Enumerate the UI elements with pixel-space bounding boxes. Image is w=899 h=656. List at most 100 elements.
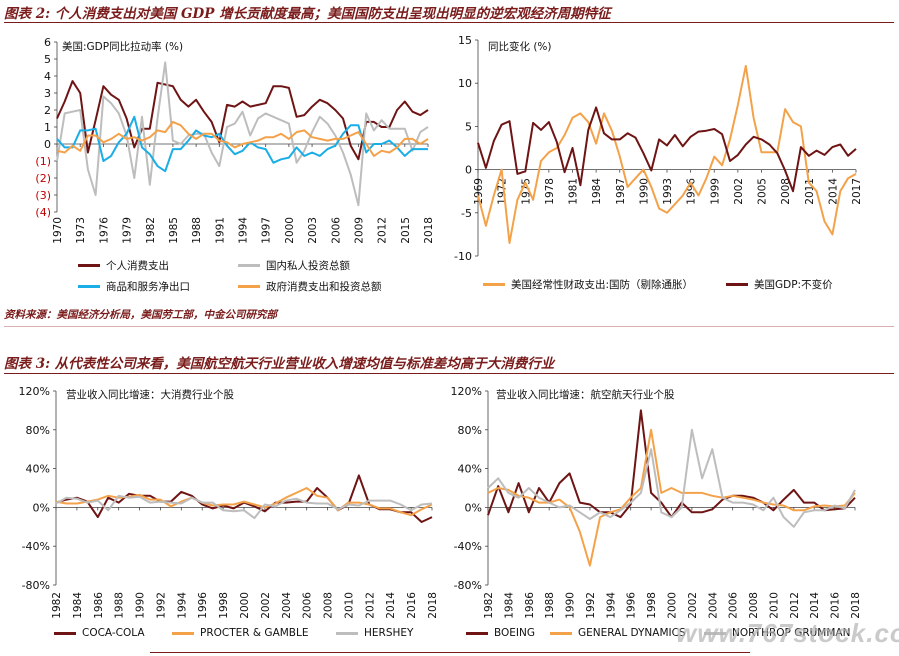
x-tick-label: 1994 — [238, 217, 250, 244]
x-tick-label: 2006 — [302, 592, 314, 619]
chart-title: 营业收入同比增速：大消费行业个股 — [66, 388, 234, 401]
x-tick-label: 2018 — [427, 592, 439, 619]
x-tick-label: 1984 — [591, 178, 603, 205]
y-tick-label: -80% — [454, 579, 482, 592]
y-tick-label: 120% — [19, 385, 50, 398]
figure2-caption-rule — [4, 22, 894, 23]
series-line-boeing — [487, 409, 856, 519]
x-tick-label: 2015 — [400, 217, 412, 244]
x-tick-label: 1982 — [51, 592, 63, 619]
x-tick-label: 1999 — [709, 178, 721, 205]
y-tick-label: 120% — [451, 385, 482, 398]
y-tick-label: 80% — [26, 424, 50, 437]
legend-general-dynamics: GENERAL DYNAMICS — [550, 627, 686, 639]
x-tick-label: 1996 — [197, 592, 209, 619]
legend-boeing: BOEING — [466, 627, 535, 639]
x-tick-label: 1984 — [503, 592, 515, 619]
x-tick-label: 1984 — [72, 592, 84, 619]
legend-us-gdp: 美国GDP:不变价 — [726, 277, 833, 292]
x-tick-label: 1979 — [122, 217, 134, 244]
x-tick-label: 2005 — [757, 178, 769, 205]
x-tick-label: 1998 — [218, 592, 230, 619]
x-tick-label: 1988 — [544, 592, 556, 619]
series-line- — [56, 80, 429, 161]
x-tick-label: 1990 — [638, 178, 650, 205]
series-line-coca-cola — [55, 474, 433, 523]
y-tick-label: 1 — [44, 121, 51, 134]
x-tick-label: 2010 — [768, 592, 780, 619]
y-tick-label: -40% — [22, 540, 50, 553]
x-tick-label: 2016 — [830, 592, 842, 619]
y-tick-label: 5 — [44, 53, 51, 66]
x-tick-label: 2006 — [330, 217, 342, 244]
x-tick-label: 2012 — [377, 217, 389, 244]
legend-defense-spending: 美国经常性财政支出:国防（剔除通胀） — [483, 277, 693, 292]
x-tick-label: 1985 — [168, 217, 180, 244]
figure3-caption: 图表 3: 从代表性公司来看，美国航空航天行业营业收入增速均值与标准差均高于大消… — [4, 356, 555, 372]
y-tick-label: -80% — [22, 579, 50, 592]
x-tick-label: 2008 — [748, 592, 760, 619]
y-tick-label: (4) — [35, 206, 51, 219]
series-line-northrop-grumman — [487, 428, 856, 528]
x-tick-label: 2000 — [239, 592, 251, 619]
y-tick-label: -40% — [454, 540, 482, 553]
y-tick-label: 40% — [458, 463, 482, 476]
y-tick-label: -10 — [454, 250, 472, 263]
y-tick-label: 2 — [44, 104, 51, 117]
x-tick-label: 2014 — [385, 592, 397, 619]
x-tick-label: 2016 — [406, 592, 418, 619]
series-line- — [56, 115, 428, 173]
chart-title: 美国:GDP同比拉动率 (%) — [62, 40, 183, 53]
x-tick-label: 2000 — [284, 217, 296, 244]
x-tick-label: 2011 — [804, 178, 816, 205]
figure3-caption-rule — [4, 373, 894, 374]
source-rule — [4, 326, 894, 327]
chart-3: 120% 80% 40% 0% -40% -80%1982 1984 1986 1988 1990… — [19, 385, 439, 619]
bottom-rule — [150, 652, 750, 653]
watermark: www.767stock.com — [676, 618, 899, 648]
x-tick-label: 1990 — [135, 592, 147, 619]
x-tick-label: 1994 — [605, 592, 617, 619]
x-tick-label: 1988 — [114, 592, 126, 619]
x-tick-label: 2010 — [343, 592, 355, 619]
x-tick-label: 1994 — [176, 592, 188, 619]
x-tick-label: 1991 — [214, 217, 226, 244]
x-tick-label: 1969 — [473, 178, 485, 205]
x-tick-label: 2003 — [307, 217, 319, 244]
legend-private-investment: 国内私人投资总额 — [238, 258, 350, 273]
y-tick-label: 40% — [26, 463, 50, 476]
x-tick-label: 2009 — [353, 217, 365, 244]
x-tick-label: 1973 — [75, 217, 87, 244]
y-tick-label: -5 — [461, 207, 472, 220]
x-tick-label: 2008 — [323, 592, 335, 619]
x-tick-label: 2008 — [780, 178, 792, 205]
x-tick-label: 1970 — [52, 217, 64, 244]
x-tick-label: 1997 — [261, 217, 273, 244]
x-tick-label: 2002 — [260, 592, 272, 619]
legend-coca-cola: COCA-COLA — [54, 627, 145, 639]
x-tick-label: 2018 — [850, 592, 862, 619]
x-tick-label: 1976 — [98, 217, 110, 244]
y-tick-label: 10 — [458, 77, 472, 90]
legend-procter-gamble: PROCTER & GAMBLE — [172, 627, 309, 639]
y-tick-label: (1) — [35, 155, 51, 168]
x-tick-label: 1992 — [155, 592, 167, 619]
y-tick-label: 0 — [44, 138, 51, 151]
x-tick-label: 1981 — [568, 178, 580, 205]
x-tick-label: 1996 — [626, 592, 638, 619]
y-tick-label: 15 — [458, 34, 472, 47]
x-tick-label: 2012 — [364, 592, 376, 619]
x-tick-label: 2014 — [827, 178, 839, 205]
x-tick-label: 2000 — [667, 592, 679, 619]
series-line- — [56, 61, 429, 207]
x-tick-label: 2014 — [809, 592, 821, 619]
x-tick-label: 1978 — [544, 178, 556, 205]
chart-title: 同比变化 (%) — [488, 40, 552, 53]
y-tick-label: (2) — [35, 172, 51, 185]
x-tick-label: 1993 — [662, 178, 674, 205]
y-tick-label: 6 — [44, 36, 51, 49]
x-tick-label: 2002 — [733, 178, 745, 205]
y-tick-label: 3 — [44, 87, 51, 100]
y-tick-label: 4 — [44, 70, 51, 83]
